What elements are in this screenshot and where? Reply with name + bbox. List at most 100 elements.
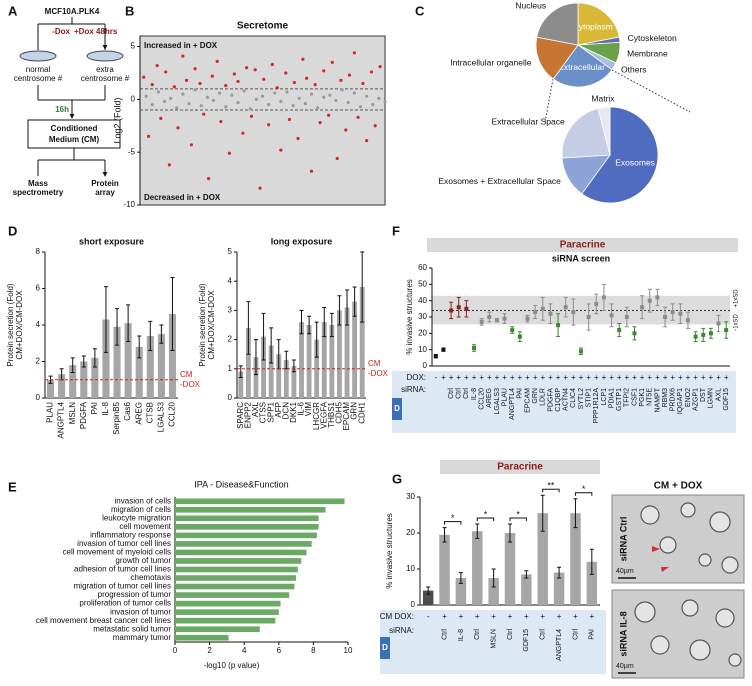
error-bar [307, 315, 312, 335]
header-bar [440, 460, 600, 474]
bar [175, 592, 290, 598]
point [352, 51, 356, 55]
dox-label: - [427, 612, 430, 621]
error-bar [508, 523, 512, 543]
bar [422, 590, 434, 605]
point [365, 138, 369, 143]
dox-label: + [609, 373, 614, 382]
row-label: siRNA: [401, 385, 426, 394]
significance-label: ** [547, 481, 555, 491]
slice-label: Exosomes + Extracellular Space [438, 176, 561, 186]
dox-label: + [464, 373, 469, 382]
y-tick-label: 10 [406, 564, 415, 573]
bar [175, 634, 229, 641]
x-tick-label: CTSS [259, 402, 268, 423]
point [624, 315, 629, 319]
y-tick-label: -5 [128, 147, 136, 156]
chart-title: Secretome [237, 21, 289, 32]
sirna-label: PAI [517, 388, 524, 399]
image-title: CM + DOX [654, 481, 703, 492]
dish [86, 50, 124, 62]
point [175, 106, 179, 110]
point [517, 334, 522, 339]
point [339, 78, 343, 82]
output-label: Mass [28, 179, 49, 188]
error-bar [103, 286, 108, 353]
point [296, 136, 300, 141]
point [267, 103, 271, 107]
sd-label: -1xSD [734, 313, 740, 330]
table-tag: D [394, 404, 400, 413]
dox-label: + [502, 373, 507, 382]
x-axis-label: -log10 (p value) [204, 661, 260, 670]
point [361, 81, 365, 86]
error-bar [589, 548, 594, 575]
point [275, 86, 279, 90]
point [199, 104, 203, 108]
point [472, 346, 477, 351]
error-bar [159, 324, 164, 344]
y-tick-label: 1 [228, 364, 233, 373]
bar [69, 365, 77, 398]
x-tick-label: DCN [281, 402, 290, 420]
point [211, 98, 216, 103]
annotation: Decreased in + DOX [144, 193, 221, 202]
bar [113, 326, 121, 398]
dox-label: + [663, 373, 668, 382]
dox-label: + [540, 373, 545, 382]
error-bar [269, 327, 274, 364]
dox-label: + [525, 373, 530, 382]
point [358, 105, 363, 109]
y-tick-label: progression of tumor [98, 590, 172, 599]
error-bar [314, 321, 319, 358]
significance-label: * [582, 484, 586, 494]
point [548, 311, 553, 316]
error-bar [458, 572, 463, 584]
bar [175, 549, 307, 556]
point [449, 308, 454, 313]
dox-label: + [640, 373, 645, 382]
arrowhead [652, 546, 669, 572]
x-tick-label: 4 [242, 646, 247, 655]
y-tick-label: 5 [228, 247, 233, 256]
dox-label: + [701, 373, 706, 382]
dox-label: + [510, 373, 515, 382]
bar [352, 301, 358, 398]
chart-subtitle: siRNA screen [552, 253, 610, 263]
point [433, 354, 438, 359]
sirna-label: ANGPTL4 [556, 629, 563, 661]
point [586, 315, 591, 319]
pie-slice [535, 36, 579, 80]
point [303, 102, 307, 106]
y-tick-label: 10 [418, 345, 427, 354]
panel-label: A [8, 3, 18, 18]
sirna-label: PGK1 [639, 388, 646, 407]
dox-label: + [579, 373, 584, 382]
point [525, 316, 530, 321]
dox-label: + [456, 373, 461, 382]
slice-label: Intracellular organelle [450, 58, 532, 68]
reference-label: -DOX [368, 369, 389, 378]
x-tick-label: 2 [207, 646, 212, 655]
error-bar [475, 523, 480, 539]
arrow [37, 160, 105, 176]
point [309, 169, 314, 173]
sirna-label: Ctrl [572, 629, 579, 640]
y-tick-label: cell movement [119, 522, 171, 531]
bar [245, 327, 251, 398]
point [227, 151, 232, 155]
cell-line: MCF10A.PLK4 [45, 7, 100, 16]
point [284, 71, 288, 75]
bar [80, 361, 88, 398]
micrographs: CM + DOX siRNA Ctrl siRNA IL-8 40µm 40µm [611, 481, 745, 679]
panel-label: G [392, 471, 402, 486]
y-tick-label: 20 [418, 328, 427, 337]
sirna-label: ANGPTL4 [509, 388, 516, 420]
point [150, 103, 154, 107]
error-bar [253, 339, 258, 376]
point [378, 65, 382, 69]
point [377, 96, 381, 100]
dox-label: + [557, 612, 562, 621]
bar [124, 323, 132, 398]
significance-label: * [451, 513, 455, 523]
